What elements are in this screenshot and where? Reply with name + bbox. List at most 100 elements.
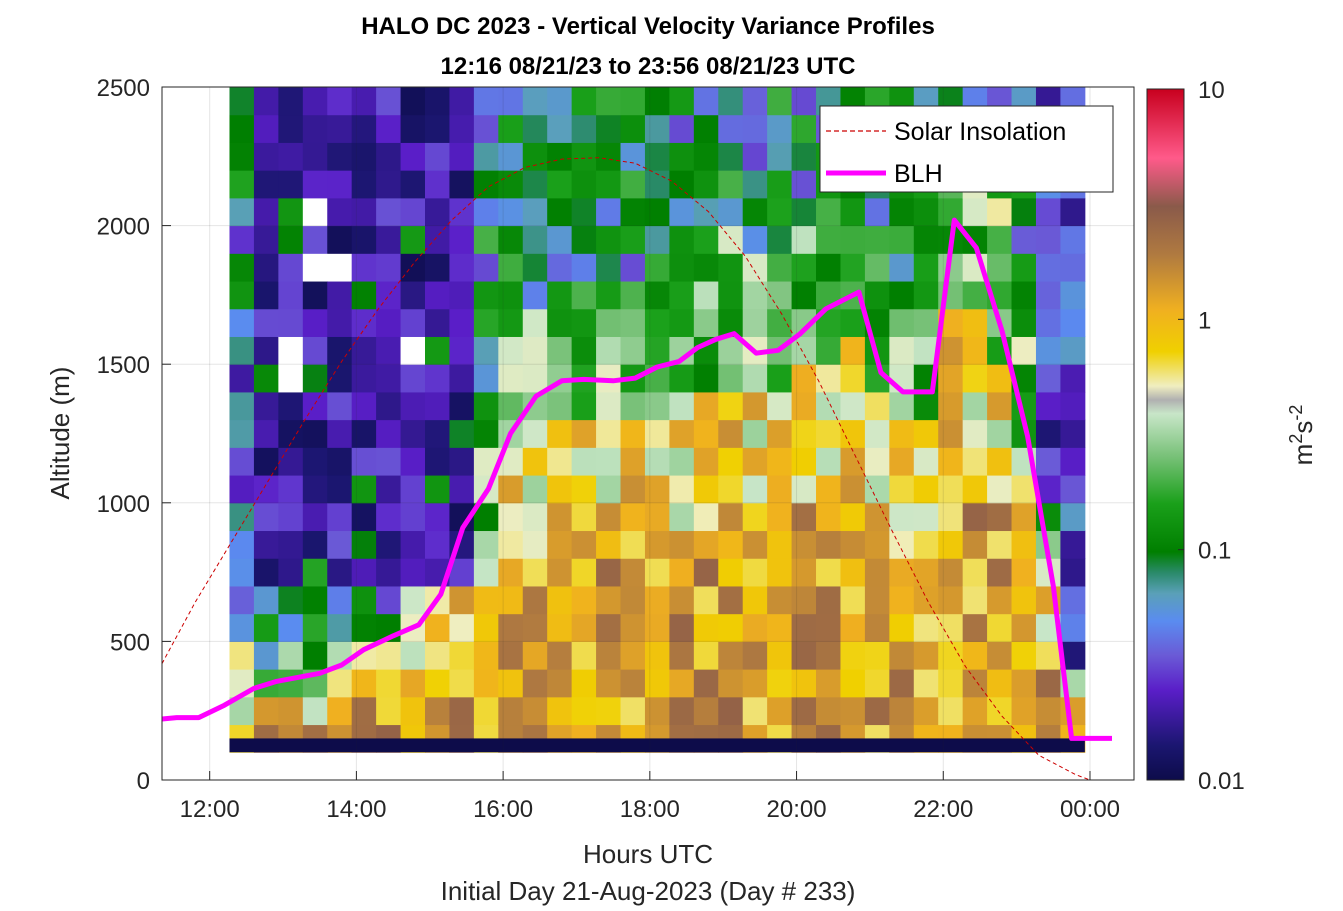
heatmap-cell [449,475,475,504]
footnote: Initial Day 21-Aug-2023 (Day # 233) [441,876,856,906]
heatmap-cell [571,530,597,559]
heatmap-cell [620,475,646,504]
heatmap-cell [229,419,255,448]
heatmap-cell [767,558,793,587]
heatmap-cell [278,558,304,587]
heatmap-cell [351,391,377,421]
heatmap-cell [547,585,573,615]
colorbar-tick-label: 1 [1198,307,1211,334]
heatmap-cell [229,142,255,171]
heatmap-cell [253,281,279,310]
heatmap-cell [620,87,646,116]
heatmap-cell [840,391,866,421]
heatmap-cell [889,475,915,504]
heatmap-cell [1060,364,1086,393]
heatmap-cell [498,558,524,587]
heatmap-cell [889,530,915,559]
heatmap-cell [742,253,768,282]
heatmap-cell [1011,197,1037,227]
heatmap-cell [473,114,499,143]
heatmap-cell [693,585,719,615]
heatmap-cell [1035,447,1061,476]
heatmap-cell [229,308,255,337]
heatmap-cell [278,114,304,143]
heatmap-cell [400,419,426,448]
heatmap-cell [302,641,328,670]
heatmap-cell [253,391,279,421]
heatmap-cell [742,308,768,337]
heatmap-cell [327,142,353,171]
heatmap-cell [864,558,890,587]
heatmap-cell [425,613,450,642]
heatmap-cell [840,308,866,337]
heatmap-cell [987,558,1013,587]
heatmap-cell [473,641,499,670]
heatmap-cell [596,142,622,171]
heatmap-cell [962,308,988,337]
heatmap-cell [376,336,402,365]
heatmap-cell [669,641,695,670]
heatmap-cell [302,447,328,476]
heatmap-cell [938,530,964,559]
heatmap-cell [791,142,817,171]
heatmap-cell [1011,253,1037,282]
heatmap-cell [791,585,817,615]
heatmap-cell [840,197,866,227]
heatmap-cell [864,585,890,615]
colorbar-label: m2s-2 [1286,405,1318,466]
heatmap-cell [278,613,304,642]
heatmap-cell [840,502,866,532]
heatmap-cell [473,87,499,116]
heatmap-cell [571,475,597,504]
heatmap-cell [913,197,939,227]
heatmap-cell [816,419,841,448]
heatmap-cell [1060,475,1086,504]
heatmap-cell [767,419,793,448]
heatmap-cell [498,87,524,116]
heatmap-cell [522,225,548,254]
heatmap-cell [596,225,622,254]
heatmap-cell [473,253,499,282]
heatmap-cell [522,170,548,199]
heatmap-cell [376,419,402,448]
heatmap-cell [669,114,695,143]
heatmap-cell [742,170,768,199]
x-tick-label: 12:00 [180,796,240,823]
heatmap-cell [962,336,988,365]
heatmap-cell [449,225,475,254]
heatmap-cell [229,170,255,199]
heatmap-cell [913,585,939,615]
heatmap-cell [644,585,670,615]
heatmap-cell [498,336,524,365]
heatmap-cell [1060,253,1086,282]
heatmap-cell [351,475,377,504]
heatmap-cell [693,281,719,310]
heatmap-cell [498,114,524,143]
heatmap-cell [351,364,377,393]
heatmap-cell [596,114,622,143]
heatmap-cell [718,170,744,199]
heatmap-cell [938,364,964,393]
heatmap-cell [351,558,377,587]
heatmap-cell [987,197,1013,227]
heatmap-cell [571,253,597,282]
heatmap-cell [425,142,450,171]
heatmap-cell [302,114,328,143]
heatmap-cell [473,696,499,726]
heatmap-cell [620,641,646,670]
heatmap-cell [644,253,670,282]
heatmap-cell [767,114,793,143]
heatmap-cell [547,530,573,559]
heatmap-cell [229,447,255,476]
heatmap-cell [864,225,890,254]
heatmap-cell [278,391,304,421]
heatmap-cell [547,447,573,476]
heatmap-cell [816,475,841,504]
heatmap-cell [400,114,426,143]
heatmap-cell [791,253,817,282]
heatmap-cell [449,336,475,365]
heatmap-cell [913,669,939,698]
heatmap-cell [596,308,622,337]
heatmap-cell [278,669,304,698]
heatmap-cell [449,641,475,670]
